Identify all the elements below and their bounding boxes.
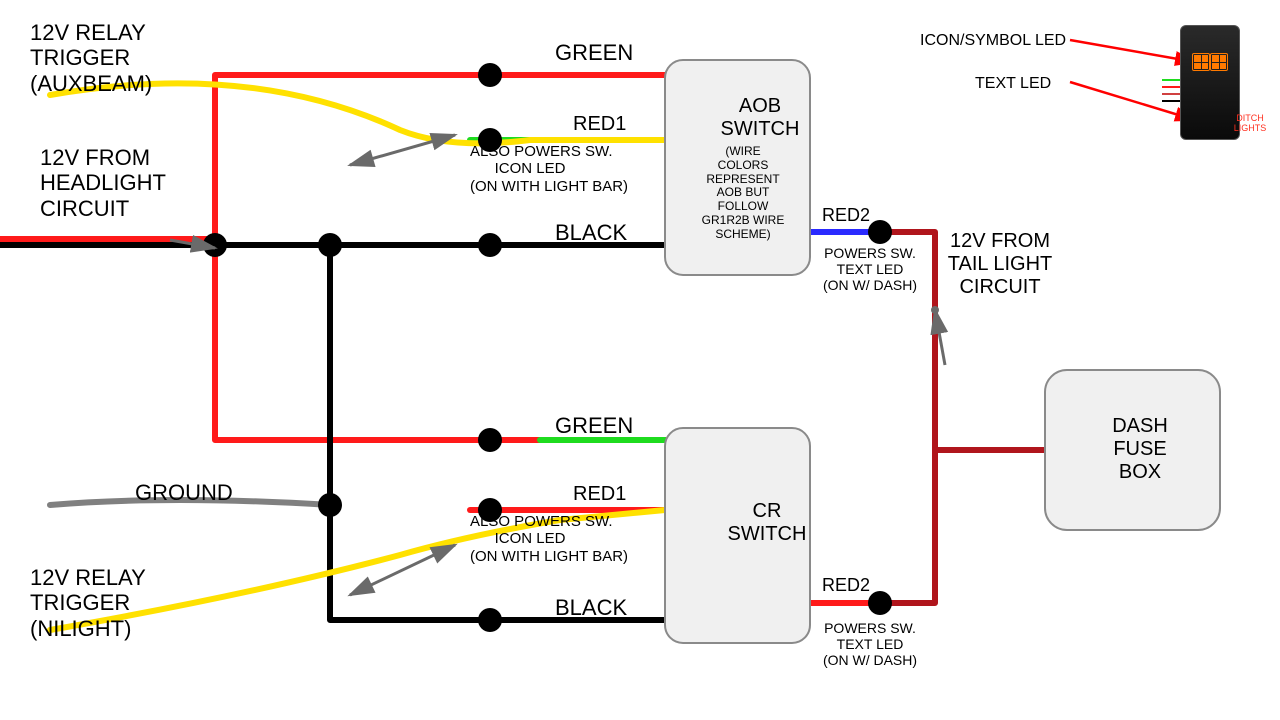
label-green2: GREEN [555,413,633,438]
junction-node [478,608,502,632]
label-ground: GROUND [135,480,233,505]
label-red2a: RED2 [822,205,870,226]
label-black1: BLACK [555,220,627,245]
label-textled: TEXT LED [975,75,1051,93]
red-12v-to-cr-green [215,245,665,440]
label-aob_title: AOB SWITCH [700,95,820,141]
junction-node [868,220,892,244]
label-cr_title: CR SWITCH [707,500,827,546]
label-fuse_t: DASH FUSE BOX [1080,415,1200,484]
label-red1b: RED1 [573,483,626,506]
label-red1a_sub: ALSO POWERS SW. ICON LED (ON WITH LIGHT … [470,143,590,195]
arrow-auxbeam [350,135,455,165]
label-red2a_sub: POWERS SW. TEXT LED (ON W/ DASH) [810,245,930,293]
label-green1: GREEN [555,40,633,65]
label-red1a: RED1 [573,113,626,136]
junction-node [318,233,342,257]
label-red2b: RED2 [822,575,870,596]
callout-arrow [1070,40,1195,62]
label-iconled: ICON/SYMBOL LED [920,32,1066,50]
junction-node [478,233,502,257]
label-red1b_sub: ALSO POWERS SW. ICON LED (ON WITH LIGHT … [470,513,590,565]
label-aob_sub: (WIRE COLORS REPRESENT AOB BUT FOLLOW GR… [683,145,803,242]
label-black2: BLACK [555,595,627,620]
label-relay_ni: 12V RELAY TRIGGER (NILIGHT) [30,565,146,641]
label-headlight: 12V FROM HEADLIGHT CIRCUIT [40,145,166,221]
label-red2b_sub: POWERS SW. TEXT LED (ON W/ DASH) [810,620,930,668]
label-tail: 12V FROM TAIL LIGHT CIRCUIT [940,230,1060,299]
junction-node [318,493,342,517]
label-ditch: DITCH LIGHTS [1190,113,1280,134]
wiring-diagram [0,0,1280,720]
junction-node [868,591,892,615]
junction-node [478,63,502,87]
label-relay_aux: 12V RELAY TRIGGER (AUXBEAM) [30,20,152,96]
junction-node [478,428,502,452]
